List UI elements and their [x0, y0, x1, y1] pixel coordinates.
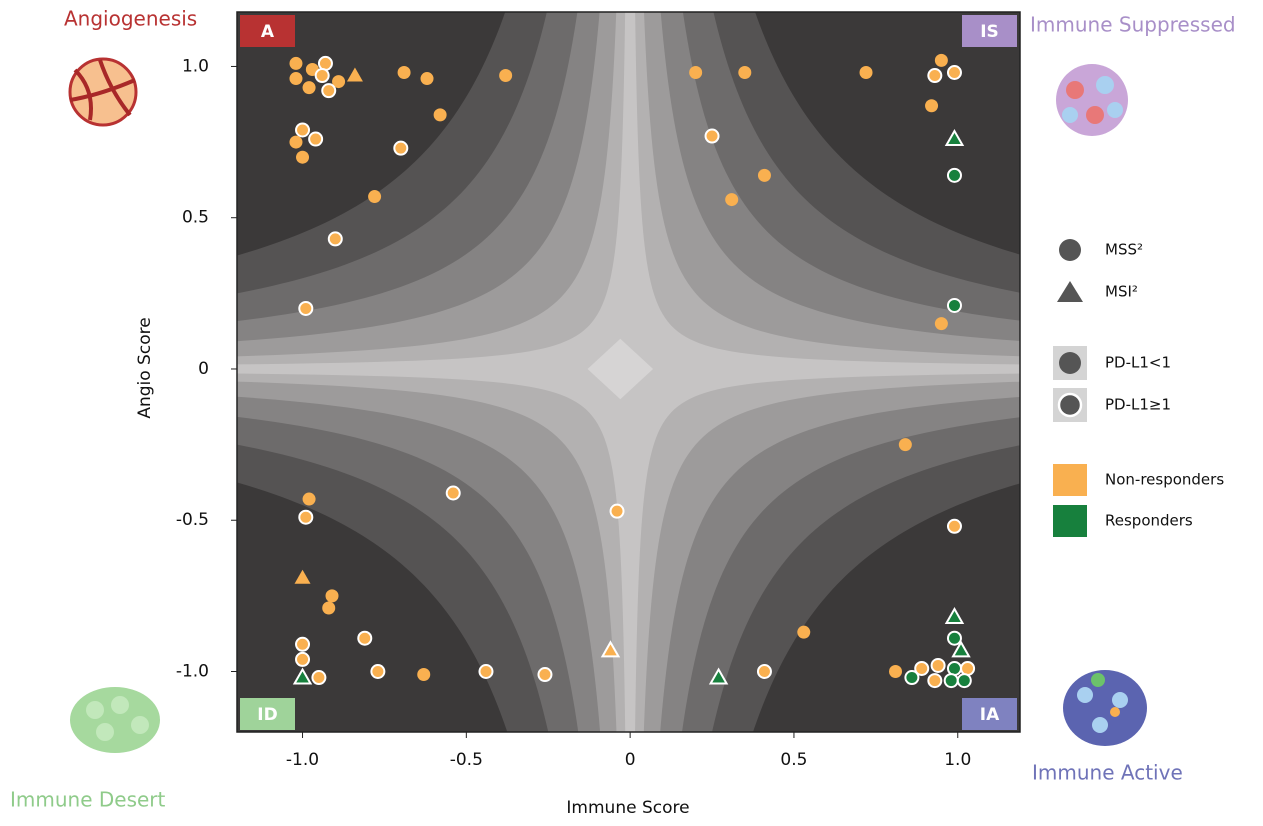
- data-point: [948, 520, 961, 533]
- x-tick-label: 0.5: [780, 750, 807, 770]
- data-point: [358, 632, 371, 645]
- data-point: [948, 66, 961, 79]
- data-point: [925, 99, 938, 112]
- quadrant-code: IS: [980, 22, 999, 42]
- x-tick-label: -0.5: [450, 750, 483, 770]
- data-point: [932, 659, 945, 672]
- data-point: [928, 674, 941, 687]
- data-point: [309, 133, 322, 146]
- data-point: [889, 665, 902, 678]
- data-point: [394, 142, 407, 155]
- legend-marker: [1059, 239, 1081, 261]
- data-point: [299, 511, 312, 524]
- data-point: [738, 66, 751, 79]
- data-point: [689, 66, 702, 79]
- data-point: [758, 169, 771, 182]
- quadrant-name: Immune Desert: [10, 788, 166, 812]
- data-point: [447, 487, 460, 500]
- legend-label: PD-L1≥1: [1105, 396, 1171, 414]
- data-point: [303, 493, 316, 506]
- legend-label: Responders: [1105, 512, 1193, 530]
- data-point: [296, 123, 309, 136]
- data-point: [611, 505, 624, 518]
- data-point: [860, 66, 873, 79]
- data-point: [322, 601, 335, 614]
- data-point: [725, 193, 738, 206]
- data-point: [945, 674, 958, 687]
- y-tick-label: -1.0: [176, 661, 209, 681]
- data-point: [368, 190, 381, 203]
- data-point: [961, 662, 974, 675]
- data-point: [322, 84, 335, 97]
- data-point: [371, 665, 384, 678]
- y-tick-label: 1.0: [182, 56, 209, 76]
- data-point: [899, 438, 912, 451]
- data-point: [948, 169, 961, 182]
- chart: Immune Score Angio Score -1.0 -0.5 0 0.5 1.0…: [0, 0, 1263, 822]
- data-point: [398, 66, 411, 79]
- y-tick-label: 0: [198, 359, 209, 379]
- illustration-immune-suppressed: [1056, 64, 1128, 136]
- y-tick-label: 0.5: [182, 208, 209, 228]
- data-point: [421, 72, 434, 85]
- legend-swatch: [1053, 464, 1087, 496]
- illustration-immune-active: [1063, 670, 1147, 746]
- data-point: [935, 54, 948, 67]
- legend-label: MSI²: [1105, 283, 1138, 301]
- illustration-immune-desert: [70, 687, 160, 753]
- legend-label: Non-responders: [1105, 471, 1224, 489]
- quadrant-code: ID: [257, 705, 277, 725]
- legend-label: PD-L1<1: [1105, 354, 1171, 372]
- legend-marker: [1059, 352, 1081, 374]
- contour-background: [204, 0, 1056, 762]
- data-point: [538, 668, 551, 681]
- data-point: [905, 671, 918, 684]
- data-point: [289, 72, 302, 85]
- data-point: [928, 69, 941, 82]
- data-point: [948, 299, 961, 312]
- quadrant-name: Angiogenesis: [64, 7, 197, 31]
- data-point: [329, 232, 342, 245]
- illustration-angiogenesis: [70, 59, 136, 125]
- data-point: [316, 69, 329, 82]
- x-tick-label: 0: [625, 750, 636, 770]
- data-point: [296, 653, 309, 666]
- x-tick-label: 1.0: [944, 750, 971, 770]
- data-point: [499, 69, 512, 82]
- data-point: [296, 638, 309, 651]
- quadrant-code: A: [261, 22, 275, 42]
- data-point: [797, 626, 810, 639]
- data-point: [434, 108, 447, 121]
- quadrant-code: IA: [980, 705, 1000, 725]
- data-point: [479, 665, 492, 678]
- y-axis-label: Angio Score: [135, 317, 155, 418]
- data-point: [289, 57, 302, 70]
- data-point: [935, 317, 948, 330]
- y-tick-label: -0.5: [176, 510, 209, 530]
- data-point: [312, 671, 325, 684]
- data-point: [296, 151, 309, 164]
- data-point: [299, 302, 312, 315]
- x-axis-label: Immune Score: [566, 798, 689, 818]
- legend-marker: [1059, 394, 1081, 416]
- x-tick-label: -1.0: [286, 750, 319, 770]
- legend-marker: [1057, 281, 1083, 302]
- data-point: [706, 130, 719, 143]
- data-point: [948, 632, 961, 645]
- data-point: [948, 662, 961, 675]
- data-point: [958, 674, 971, 687]
- legend-label: MSS²: [1105, 241, 1143, 259]
- data-point: [326, 589, 339, 602]
- data-point: [303, 81, 316, 94]
- data-point: [319, 57, 332, 70]
- data-point: [417, 668, 430, 681]
- legend-swatch: [1053, 505, 1087, 537]
- quadrant-name: Immune Active: [1032, 761, 1183, 785]
- data-point: [758, 665, 771, 678]
- data-point: [289, 136, 302, 149]
- quadrant-name: Immune Suppressed: [1030, 13, 1236, 37]
